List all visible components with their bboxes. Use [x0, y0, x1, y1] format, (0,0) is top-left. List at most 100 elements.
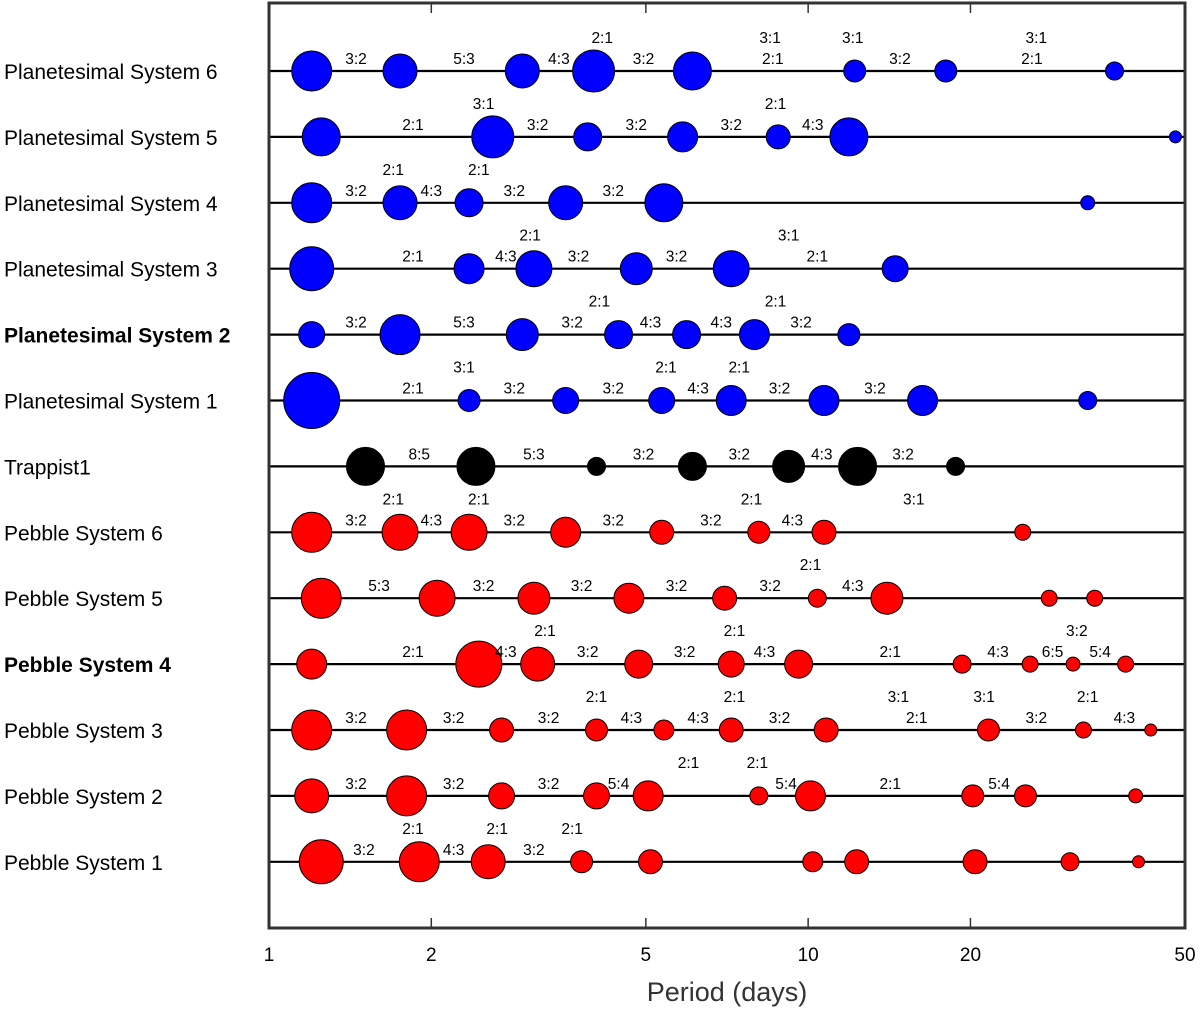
resonance-label: 2:1 [879, 644, 901, 661]
resonance-label: 3:2 [345, 315, 367, 332]
resonance-label: 2:1 [906, 710, 928, 727]
resonance-label: 4:3 [443, 842, 465, 859]
resonance-label: 3:2 [602, 183, 624, 200]
planet-marker [1144, 723, 1158, 737]
plot-frame [267, 1, 1187, 930]
planet-marker [570, 850, 594, 874]
planet-marker [291, 709, 333, 751]
system-label: Pebble System 3 [4, 720, 163, 743]
planet-marker [802, 851, 824, 873]
planet-marker [738, 319, 770, 351]
planet-marker [398, 841, 440, 883]
resonance-label: 3:2 [602, 512, 624, 529]
planet-marker [585, 718, 609, 742]
planet-marker [712, 250, 750, 288]
system-row: Pebble System 1 3:2 2:1 4:3 2:1 3:2 2:1 [4, 821, 1185, 885]
system-row: Pebble System 5 5:3 3:2 3:2 3:2 3:2 2:1 4:3 [4, 557, 1185, 619]
resonance-label: 2:1 [1077, 689, 1099, 706]
resonance-label: 3:2 [527, 117, 549, 134]
resonance-label: 3:2 [345, 710, 367, 727]
planet-marker [881, 255, 909, 283]
system-label: Planetesimal System 2 [4, 325, 230, 348]
system-label: Planetesimal System 5 [4, 127, 218, 150]
resonance-label: 3:1 [888, 689, 910, 706]
system-row: Planetesimal System 4 3:2 2:1 4:3 2:1 3:2 3:2 [4, 162, 1185, 224]
planet-marker [489, 717, 515, 743]
planet-marker [583, 782, 611, 810]
planet-marker [961, 784, 985, 808]
system-label: Planetesimal System 1 [4, 391, 218, 414]
resonance-label: 4:3 [687, 710, 709, 727]
x-tick-label: 10 [798, 945, 819, 966]
planet-marker [976, 718, 1000, 742]
resonance-label: 3:1 [973, 689, 995, 706]
planet-marker [457, 389, 481, 412]
planet-marker [550, 516, 582, 548]
planet-marker [1078, 391, 1098, 410]
resonance-label: 2:1 [807, 249, 829, 266]
planet-marker [962, 849, 988, 875]
planet-marker [772, 449, 806, 483]
planet-marker [837, 323, 861, 347]
resonance-label: 3:2 [538, 710, 560, 727]
planet-marker [505, 318, 539, 352]
resonance-label: 2:1 [382, 162, 404, 179]
resonance-label: 4:3 [842, 578, 864, 595]
planet-marker [715, 385, 747, 416]
planet-marker [619, 252, 653, 286]
resonance-label: 3:2 [633, 446, 655, 463]
planet-marker [677, 451, 707, 481]
planet-marker [1128, 788, 1144, 804]
axis-layer: 1 2 5 10 20 50 [264, 1, 1196, 966]
resonance-label: 2:1 [402, 117, 424, 134]
resonance-label: 4:3 [687, 381, 709, 398]
system-row: Planetesimal System 32:1 4:32:13:2 3:23:12… [4, 228, 1185, 292]
resonance-label: 3:2 [769, 381, 791, 398]
planet-marker [386, 775, 428, 817]
resonance-label: 4:3 [548, 51, 570, 68]
resonance-label: 3:1 [903, 491, 925, 508]
resonance-label: 2:1 [402, 644, 424, 661]
planet-marker [1117, 655, 1135, 673]
planet-marker [794, 780, 826, 812]
resonance-label: 2:1 [382, 491, 404, 508]
resonance-label: 5:4 [1089, 644, 1111, 661]
system-row: Pebble System 2 3:2 3:2 3:2 5:4 2:1 2:1 5:4 2:1 5… [4, 755, 1185, 817]
resonance-label: 4:3 [710, 315, 732, 332]
system-row: Pebble System 6 3:2 2:1 4:3 2:1 3:2 3:2 3:2 2:1 4… [4, 491, 1185, 553]
resonance-label: 4:3 [495, 644, 517, 661]
resonance-label: 3:1 [778, 228, 800, 245]
planet-marker [717, 650, 745, 678]
planet-marker [712, 585, 738, 611]
system-label: Pebble System 6 [4, 522, 163, 545]
resonance-label: 2:1 [519, 228, 541, 245]
resonance-label: 3:1 [1026, 30, 1048, 47]
planet-marker [1014, 523, 1032, 541]
planet-marker [386, 709, 428, 751]
planet-marker [345, 446, 385, 486]
resonance-label: 3:2 [666, 578, 688, 595]
planet-marker [653, 719, 675, 741]
planet-marker [784, 649, 814, 679]
resonance-label: 3:2 [345, 776, 367, 793]
resonance-label: 5:3 [368, 578, 390, 595]
planet-marker [637, 849, 663, 875]
planet-marker [300, 577, 342, 619]
resonance-label: 2:1 [879, 776, 901, 793]
resonance-label: 5:4 [775, 776, 797, 793]
planet-marker [844, 849, 870, 875]
x-tick-label: 50 [1174, 945, 1195, 966]
planet-marker [667, 121, 699, 153]
resonance-label: 3:2 [345, 51, 367, 68]
resonance-label: 3:2 [700, 512, 722, 529]
resonance-label: 2:1 [402, 249, 424, 266]
planet-marker [301, 117, 341, 157]
resonance-label: 3:2 [503, 381, 525, 398]
resonance-label: 3:2 [892, 446, 914, 463]
resonance-label: 2:1 [724, 623, 746, 640]
planet-marker [450, 513, 488, 551]
system-row: Pebble System 3 3:2 3:2 3:2 2:1 4:3 4:3 2:1 3:2 3… [4, 689, 1185, 751]
resonance-label: 2:1 [800, 557, 822, 574]
planet-marker [488, 782, 516, 810]
resonance-label: 2:1 [586, 689, 608, 706]
